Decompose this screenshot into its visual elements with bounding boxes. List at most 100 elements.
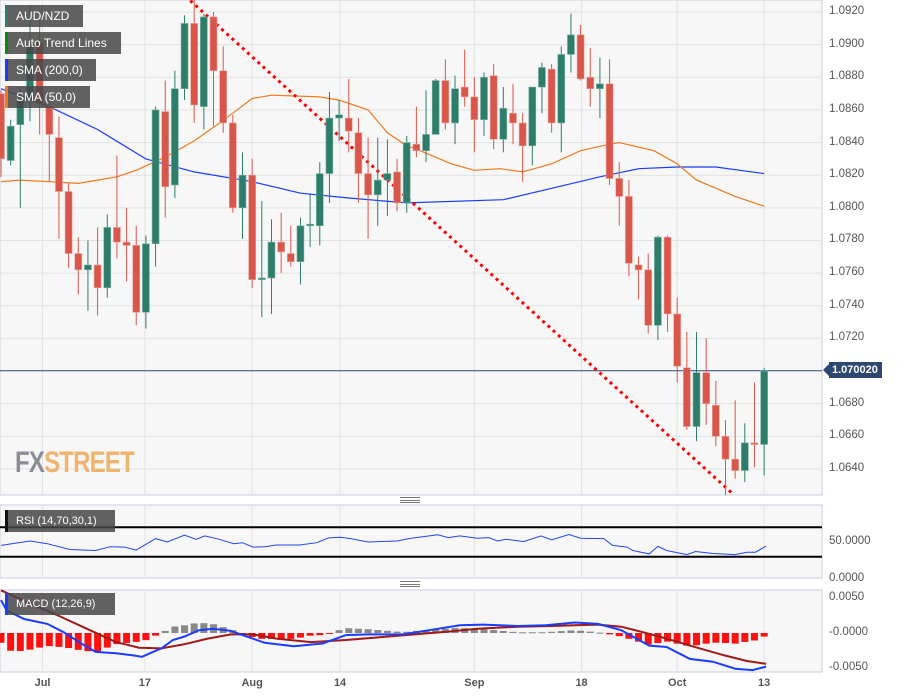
trend-line [189,0,734,495]
macd-histogram-bar [712,633,720,643]
macd-histogram-bar [625,633,633,639]
candle-up [258,277,266,280]
macd-histogram-bar [683,633,691,646]
candle-up [499,107,508,140]
macd-histogram-bar [55,633,63,647]
legend-sma-200[interactable]: SMA (200,0) [5,59,96,81]
date-tick-label: Aug [241,677,263,689]
rsi-resize-handle[interactable] [400,497,420,503]
candle-down [547,68,556,124]
macd-histogram-bar [296,633,304,638]
macd-histogram-bar [45,633,53,647]
rsi-line [0,533,767,556]
macd-histogram-bar [470,628,478,633]
price-tick-label: 1.0780 [829,233,865,246]
candle-up [538,67,546,88]
candle-up [402,142,411,204]
candle-down [55,137,63,192]
legend-rsi[interactable]: RSI (14,70,30,1) [5,510,115,532]
legend-macd[interactable]: MACD (12,26,9) [5,593,115,615]
macd-histogram-bar [316,633,324,636]
candle-down [441,80,450,124]
current-price-tag: 1.070020 [823,362,882,378]
macd-histogram-bar [84,633,92,652]
candle-up [431,80,440,135]
candle-down [663,236,672,315]
macd-histogram-bar [731,633,739,644]
candle-down [219,70,227,124]
legend-symbol[interactable]: AUD/NZD [5,5,83,27]
candle-down [625,196,633,264]
candle-down [412,143,421,152]
candle-down [509,112,517,124]
price-tick-label: 1.0860 [829,102,865,115]
macd-histogram-bar [171,626,179,633]
candles [0,0,768,496]
candle-up [171,88,179,186]
candle-up [692,372,701,427]
price-tick-label: 1.0680 [829,396,865,409]
macd-histogram-bar [760,633,768,637]
macd-histogram-bar [741,633,749,642]
macd-histogram-bar [673,633,681,644]
macd-tick-label: -0.0050 [829,661,869,673]
legend-sma-50[interactable]: SMA (50,0) [5,86,90,108]
date-tick-label: 17 [138,677,152,689]
candle-up [103,227,112,289]
candle-down [470,96,479,121]
macd-histogram-bar [142,633,150,641]
macd-histogram-bar [596,632,604,634]
macd-histogram-bar [403,631,411,633]
candle-up [6,125,15,161]
macd-color-swatch [5,593,8,615]
candle-up [557,54,566,124]
candle-up [422,134,430,152]
macd-tick-label: 0.0050 [829,591,865,603]
candle-up [315,173,324,227]
macd-histogram-bar [548,631,556,633]
candle-down [721,436,730,460]
macd-histogram-bar [528,632,536,634]
macd-plot-area [0,589,823,673]
macd-histogram-bar [287,633,295,639]
macd-histogram-bar [200,623,208,633]
macd-histogram-bar [36,633,44,648]
candle-down [229,122,237,209]
candle-down [702,372,710,404]
candle-down [286,253,295,262]
macd-resize-handle[interactable] [400,581,420,587]
candle-up [654,236,662,326]
macd-histogram-bar [65,633,73,649]
price-tick-label: 1.0820 [829,168,865,181]
macd-histogram-bar [693,633,701,646]
candle-down [644,269,653,326]
candle-down [277,241,285,253]
macd-histogram-bar [181,625,189,633]
macd-histogram-bar [538,632,546,634]
macd-histogram-bar [113,633,121,645]
candle-down [0,93,5,160]
legend-trend-lines[interactable]: Auto Trend Lines [5,32,121,54]
price-tick-label: 1.0900 [829,37,865,50]
candle-up [451,88,459,124]
price-tick-label: 1.0640 [829,461,865,474]
candle-down [586,76,595,90]
candle-down [132,245,141,313]
macd-histogram-bar [94,633,102,652]
candle-down [634,264,643,271]
price-tick-label: 1.0760 [829,266,865,279]
candle-up [238,174,247,209]
candle-down [460,86,469,98]
candle-down [393,171,401,204]
macd-histogram-bar [354,628,362,633]
candle-up [267,241,276,279]
macd-histogram-bar [702,633,710,644]
macd-histogram-bar [509,631,517,633]
macd-histogram-bar [393,631,401,633]
macd-histogram-bar [7,633,15,651]
rsi-tick-label: 0.0000 [829,572,865,584]
price-tick-label: 1.0920 [829,5,865,17]
macd-histogram-bar [499,630,507,633]
macd-signal-line [0,589,767,665]
